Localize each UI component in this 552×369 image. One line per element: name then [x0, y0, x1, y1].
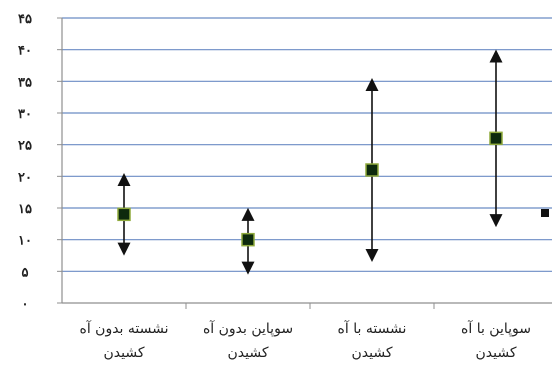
- x-tick-label: کشیدن: [103, 345, 144, 361]
- legend-marker: [541, 209, 549, 217]
- y-axis: ۴۵ ۴۰ ۳۵ ۳۰ ۲۵ ۲۰ ۱۵ ۱۰ ۵ ۰: [18, 12, 63, 312]
- legend: [541, 209, 549, 217]
- x-tick-label: سوپاین بدون آه: [203, 320, 293, 337]
- mean-marker: [241, 232, 255, 247]
- y-tick-label: ۲۰: [18, 170, 32, 185]
- x-tick-label: سوپاین با آه: [461, 320, 531, 337]
- y-tick-label: ۱۵: [18, 202, 32, 217]
- y-tick-label: ۴۰: [18, 44, 32, 59]
- mean-marker: [489, 131, 503, 146]
- y-tick-label: ۱۰: [18, 234, 32, 249]
- x-tick-label: کشیدن: [351, 345, 392, 361]
- mean-marker: [117, 207, 131, 222]
- y-tick-label: ۳۰: [18, 107, 32, 122]
- x-tick-label: کشیدن: [475, 345, 516, 361]
- x-tick-label: نشسته با آه: [338, 320, 407, 337]
- x-axis: نشسته بدون آه کشیدن سوپاین بدون آه کشیدن نشس…: [62, 302, 552, 361]
- y-tick-label: ۰: [22, 297, 29, 312]
- y-tick-label: ۲۵: [18, 139, 32, 154]
- x-tick-label: نشسته بدون آه: [79, 320, 168, 337]
- y-tick-label: ۳۵: [18, 75, 32, 90]
- y-tick-label: ۴۵: [18, 12, 32, 27]
- gridlines: [62, 17, 552, 272]
- ranges: [117, 49, 503, 275]
- mean-marker: [365, 163, 379, 177]
- y-tick-label: ۵: [22, 265, 29, 280]
- x-tick-label: کشیدن: [227, 345, 268, 361]
